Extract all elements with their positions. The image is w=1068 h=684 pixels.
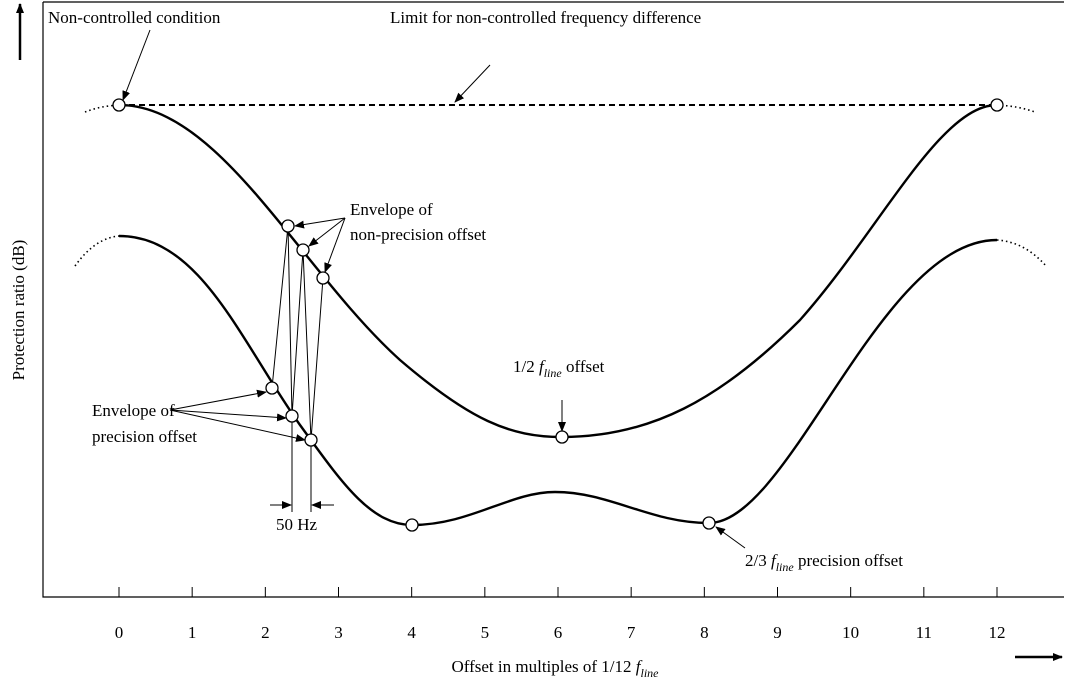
zigzag xyxy=(271,225,324,441)
hz-lines xyxy=(291,416,312,512)
x-tick-label: 12 xyxy=(989,623,1006,642)
x-tick-label: 11 xyxy=(916,623,932,642)
x-tick-label: 8 xyxy=(700,623,709,642)
label: 1/2 fline offset xyxy=(513,357,605,380)
label: Non-controlled condition xyxy=(48,8,221,27)
y-axis-label: Protection ratio (dB) xyxy=(9,240,28,381)
x-tick-label: 7 xyxy=(627,623,636,642)
lower-curve-ends xyxy=(74,235,1047,267)
x-tick-label: 2 xyxy=(261,623,270,642)
upper-curve xyxy=(118,103,998,439)
x-axis-label: Offset in multiples of 1/12 fline xyxy=(451,657,659,680)
x-tick-label: 3 xyxy=(334,623,343,642)
x-ticks: 0 1 2 3 4 5 6 7 8 9 10 11 12 xyxy=(115,587,1006,642)
label: 50 Hz xyxy=(276,515,318,534)
lower-curve xyxy=(118,234,998,527)
x-tick-label: 9 xyxy=(773,623,782,642)
x-tick-label: 6 xyxy=(554,623,563,642)
frame xyxy=(16,1,1064,661)
upper-curve-ends xyxy=(84,104,1036,113)
label: 2/3 fline precision offset xyxy=(745,551,903,574)
x-tick-label: 5 xyxy=(481,623,490,642)
points xyxy=(112,98,1004,532)
x-tick-label: 0 xyxy=(115,623,124,642)
pointers xyxy=(122,29,746,549)
x-tick-label: 4 xyxy=(407,623,416,642)
label: non-precision offset xyxy=(350,225,486,244)
x-tick-label: 10 xyxy=(842,623,859,642)
label: precision offset xyxy=(92,427,197,446)
x-tick-label: 1 xyxy=(188,623,197,642)
label: Envelope of xyxy=(350,200,433,219)
label: Envelope of xyxy=(92,401,175,420)
label: Limit for non-controlled frequency diffe… xyxy=(390,8,701,27)
